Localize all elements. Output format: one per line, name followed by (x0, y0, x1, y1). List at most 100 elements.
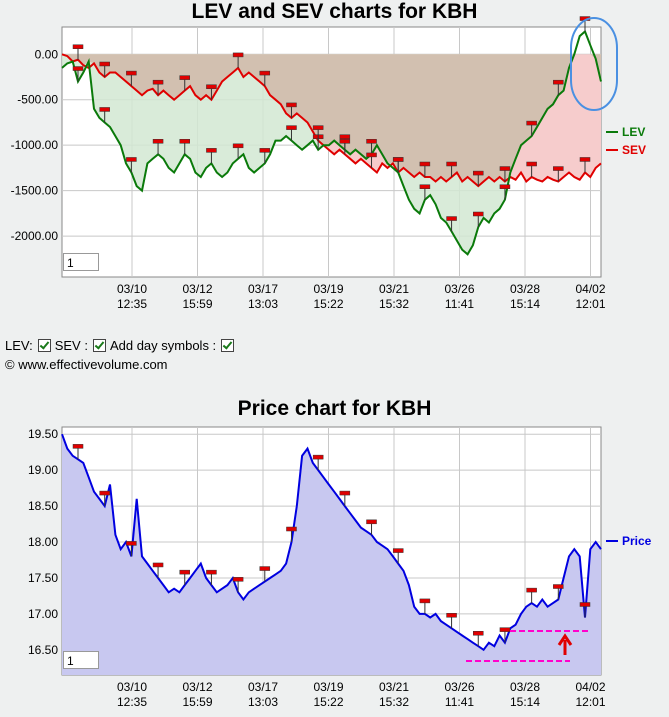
overlap-area-fill (62, 54, 601, 187)
sev-line (61, 53, 602, 188)
day-symbol-marker (152, 139, 164, 144)
price-y-tick-label: 19.50 (28, 427, 58, 441)
price-line (61, 433, 602, 652)
day-symbol-marker (473, 170, 484, 176)
day-symbol-marker (419, 184, 431, 189)
price-x-tick-time: 13:03 (248, 695, 278, 709)
lev-y-tick-label: -1000.00 (11, 138, 59, 152)
lev-x-tick-time: 13:03 (248, 297, 278, 311)
day-symbol-marker (392, 157, 404, 162)
day-symbol-marker (339, 134, 351, 139)
day-symbol-marker (499, 166, 511, 171)
day-symbol-marker (232, 143, 244, 149)
price-y-tick-label: 19.00 (28, 463, 58, 477)
day-symbol-marker (419, 161, 431, 167)
day-symbol-marker (99, 490, 110, 496)
day-symbol-marker (259, 148, 271, 153)
legend-label-lev: LEV (622, 125, 645, 139)
price-chart-title: Price chart for KBH (237, 397, 432, 420)
day-symbols-label: Add day symbols : (109, 338, 217, 353)
lev-x-tick-date: 03/26 (444, 282, 474, 296)
price-x-tick-date: 03/10 (117, 680, 147, 694)
day-symbol-marker (553, 79, 564, 85)
day-symbol-marker (286, 102, 297, 108)
price-x-tick-date: 03/12 (182, 680, 212, 694)
price-x-tick-date: 03/28 (510, 680, 540, 694)
lev-x-tick-time: 11:41 (445, 297, 474, 311)
price-x-tick-time: 15:32 (379, 695, 409, 709)
price-x-tick-time: 15:22 (313, 695, 343, 709)
day-symbol-marker (286, 526, 297, 532)
day-symbol-marker (72, 44, 84, 49)
lev-x-tick-time: 15:22 (313, 297, 343, 311)
day-symbols-checkbox[interactable] (221, 339, 235, 352)
day-symbol-marker (366, 139, 377, 144)
sev-checkbox[interactable] (92, 339, 106, 352)
day-symbol-marker (526, 120, 537, 126)
sev-option-label: SEV : (54, 338, 88, 353)
day-symbol-marker (579, 157, 591, 162)
legend-label-price: Price (622, 534, 652, 548)
lev-y-tick-label: -500.00 (17, 93, 58, 107)
price-x-tick-date: 04/02 (575, 680, 605, 694)
day-symbol-marker (392, 548, 404, 553)
day-symbol-marker (126, 541, 137, 546)
day-symbol-marker (206, 148, 217, 153)
day-symbol-marker (553, 584, 564, 589)
price-x-tick-time: 15:14 (510, 695, 540, 709)
day-symbol-marker (312, 454, 324, 460)
day-symbol-marker (152, 79, 164, 85)
price-area-fill (62, 434, 601, 675)
day-symbol-marker (473, 211, 484, 217)
price-y-tick-label: 16.50 (28, 643, 58, 657)
price-x-tick-time: 12:01 (575, 695, 605, 709)
day-symbol-marker (206, 84, 217, 89)
lev-line (61, 29, 602, 256)
day-symbol-marker (499, 627, 511, 632)
price-y-tick-label: 17.50 (28, 571, 58, 585)
lev-x-tick-date: 03/28 (510, 282, 540, 296)
day-symbol-marker (339, 490, 351, 496)
price-y-tick-label: 17.00 (28, 607, 58, 621)
day-symbol-marker (206, 569, 217, 575)
day-symbol-marker (526, 587, 537, 593)
lev-x-tick-date: 03/12 (182, 282, 212, 296)
day-symbol-marker (126, 157, 137, 162)
lev-x-tick-time: 15:59 (182, 297, 212, 311)
legend-label-sev: SEV (622, 143, 646, 157)
day-symbol-marker (366, 152, 377, 158)
chart-options: LEV: SEV : Add day symbols : (5, 338, 236, 353)
day-symbol-marker (232, 52, 244, 58)
price-x-tick-date: 03/17 (248, 680, 278, 694)
price-x-tick-date: 03/26 (444, 680, 474, 694)
day-symbol-marker (152, 562, 164, 568)
copyright-text: © www.effectivevolume.com (5, 357, 168, 372)
day-symbol-marker (179, 139, 190, 144)
day-symbol-marker (232, 577, 244, 582)
up-arrow-annotation (557, 633, 573, 655)
day-symbol-marker (526, 161, 537, 167)
day-symbol-marker (72, 66, 84, 71)
lev-x-tick-time: 15:14 (510, 297, 540, 311)
price-zoom-input[interactable]: 1 (63, 651, 99, 669)
price-x-tick-time: 12:35 (117, 695, 147, 709)
lev-checkbox[interactable] (37, 339, 51, 352)
day-symbol-marker (179, 75, 190, 80)
lev-zoom-input[interactable]: 1 (63, 253, 99, 271)
day-symbol-marker (446, 216, 457, 221)
day-symbol-marker (99, 107, 110, 112)
price-x-tick-date: 03/19 (313, 680, 343, 694)
day-symbol-marker (446, 613, 457, 618)
day-symbol-marker (99, 61, 110, 67)
lev-x-tick-date: 04/02 (575, 282, 605, 296)
lev-option-label: LEV: (5, 338, 33, 353)
day-symbol-marker (366, 519, 377, 525)
day-symbol-marker (339, 139, 351, 144)
lev-y-tick-label: -2000.00 (11, 229, 59, 243)
lev-x-tick-time: 12:35 (117, 297, 147, 311)
lev-y-tick-label: -1500.00 (11, 184, 59, 198)
price-y-tick-label: 18.00 (28, 535, 58, 549)
day-symbol-marker (579, 602, 591, 607)
day-symbol-marker (419, 598, 431, 604)
